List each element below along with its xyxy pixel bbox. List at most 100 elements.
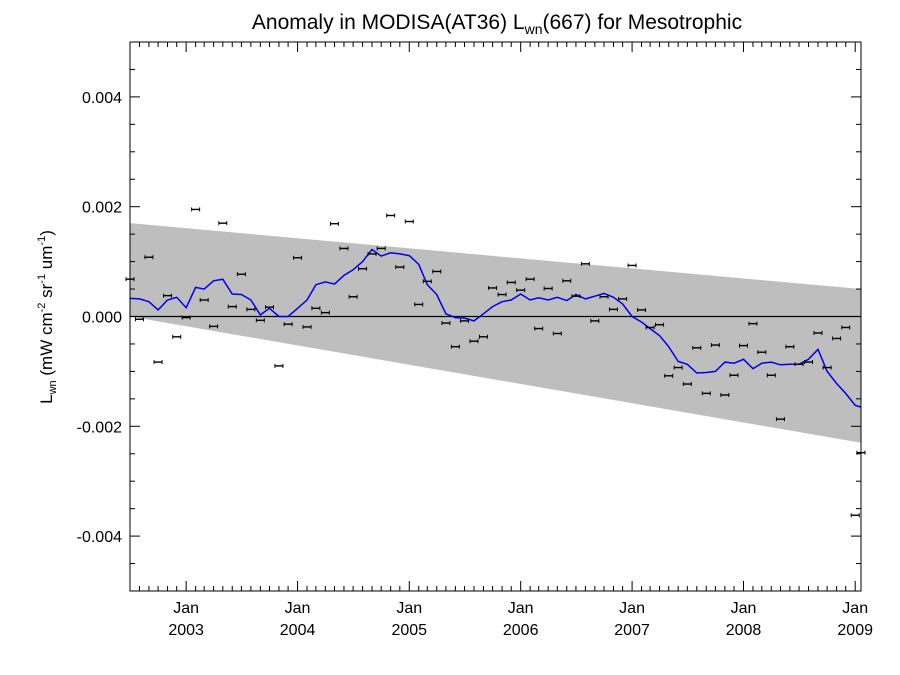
- data-point-69: [766, 373, 776, 378]
- x-tick-month-0: Jan: [173, 600, 199, 617]
- x-tick-year-2: 2005: [391, 622, 427, 639]
- data-point-59: [673, 365, 683, 370]
- data-point-16: [274, 363, 284, 368]
- data-point-1: [134, 317, 144, 322]
- data-point-36: [460, 318, 470, 323]
- data-point-40: [497, 292, 507, 297]
- data-point-31: [414, 302, 424, 307]
- y-axis: 0.004 0.002 0.000 -0.002 -0.004: [77, 41, 861, 592]
- data-point-18: [293, 255, 303, 260]
- data-point-78: [850, 513, 860, 518]
- data-point-70: [775, 417, 785, 422]
- x-tick-year-4: 2007: [614, 622, 650, 639]
- plot-area: 0.004 0.002 0.000 -0.002 -0.004 Jan 2003 Jan 20…: [77, 41, 873, 639]
- data-point-14: [255, 318, 265, 323]
- data-point-42: [516, 288, 526, 293]
- data-point-11: [227, 304, 237, 309]
- data-point-72: [794, 362, 804, 367]
- data-point-76: [832, 336, 842, 341]
- data-point-19: [302, 324, 312, 329]
- data-point-7: [191, 207, 201, 212]
- data-point-63: [710, 343, 720, 348]
- data-point-56: [645, 325, 655, 330]
- data-point-37: [469, 339, 479, 344]
- x-tick-year-0: 2003: [168, 622, 204, 639]
- data-point-30: [404, 219, 414, 224]
- data-point-77: [841, 325, 851, 330]
- x-tick-year-5: 2008: [726, 622, 762, 639]
- data-point-5: [172, 334, 182, 339]
- data-point-21: [320, 310, 330, 315]
- data-point-9: [209, 324, 219, 329]
- x-tick-year-6: 2009: [837, 622, 873, 639]
- data-point-44: [534, 326, 544, 331]
- x-tick-month-1: Jan: [285, 600, 311, 617]
- data-point-50: [590, 318, 600, 323]
- data-point-53: [618, 296, 628, 301]
- data-point-46: [552, 331, 562, 336]
- data-point-75: [822, 365, 832, 370]
- y-axis-label: Lwn (mW cm-2 sr-1 um-1): [36, 230, 59, 404]
- data-points: [125, 207, 866, 518]
- data-point-58: [664, 373, 674, 378]
- data-point-35: [450, 344, 460, 349]
- data-point-47: [562, 278, 572, 283]
- data-point-52: [608, 307, 618, 312]
- data-point-29: [395, 265, 405, 270]
- data-point-23: [339, 246, 349, 251]
- data-point-39: [488, 285, 498, 290]
- data-point-61: [692, 345, 702, 350]
- data-point-20: [311, 306, 321, 311]
- data-point-24: [348, 294, 358, 299]
- data-point-65: [729, 373, 739, 378]
- data-point-13: [246, 307, 256, 312]
- data-point-68: [757, 350, 767, 355]
- data-point-33: [432, 269, 442, 274]
- y-tick-label-1: 0.002: [82, 200, 122, 217]
- x-tick-year-1: 2004: [280, 622, 316, 639]
- data-point-8: [199, 298, 209, 303]
- x-axis: Jan 2003 Jan 2004 Jan 2005 Jan 2006 Jan 2007 Jan 20…: [129, 42, 873, 639]
- x-tick-month-2: Jan: [396, 600, 422, 617]
- data-point-41: [506, 280, 516, 285]
- data-point-10: [218, 221, 228, 226]
- data-point-45: [543, 286, 553, 291]
- data-point-51: [599, 294, 609, 299]
- y-tick-label-4: -0.004: [77, 529, 122, 546]
- data-point-73: [804, 360, 814, 365]
- data-point-2: [144, 255, 154, 260]
- data-point-60: [682, 382, 692, 387]
- data-point-22: [329, 221, 339, 226]
- data-point-49: [580, 261, 590, 266]
- data-point-74: [813, 330, 823, 335]
- x-tick-month-4: Jan: [619, 600, 645, 617]
- data-point-4: [163, 293, 173, 298]
- data-point-26: [367, 251, 377, 256]
- data-point-54: [627, 263, 637, 268]
- data-point-66: [738, 343, 748, 348]
- x-tick-year-3: 2006: [503, 622, 539, 639]
- smoothed-line: [129, 248, 862, 408]
- data-point-43: [525, 277, 535, 282]
- data-point-27: [376, 246, 386, 251]
- data-point-38: [478, 334, 488, 339]
- data-point-55: [637, 307, 647, 312]
- data-point-34: [441, 321, 451, 326]
- data-point-6: [181, 315, 191, 320]
- chart-title: Anomaly in MODISA(AT36) Lwn(667) for Mes…: [252, 11, 742, 37]
- data-point-15: [264, 305, 274, 310]
- data-point-32: [422, 279, 432, 284]
- x-tick-month-5: Jan: [731, 600, 757, 617]
- y-tick-label-0: 0.004: [82, 90, 122, 107]
- data-point-3: [153, 360, 163, 365]
- data-point-67: [748, 321, 758, 326]
- data-point-64: [720, 393, 730, 398]
- data-point-28: [386, 213, 396, 218]
- y-tick-label-2: 0.000: [82, 310, 122, 327]
- x-tick-month-3: Jan: [508, 600, 534, 617]
- data-point-25: [358, 266, 368, 271]
- data-point-17: [283, 322, 293, 327]
- trend-band: [130, 223, 861, 443]
- data-point-12: [236, 272, 246, 277]
